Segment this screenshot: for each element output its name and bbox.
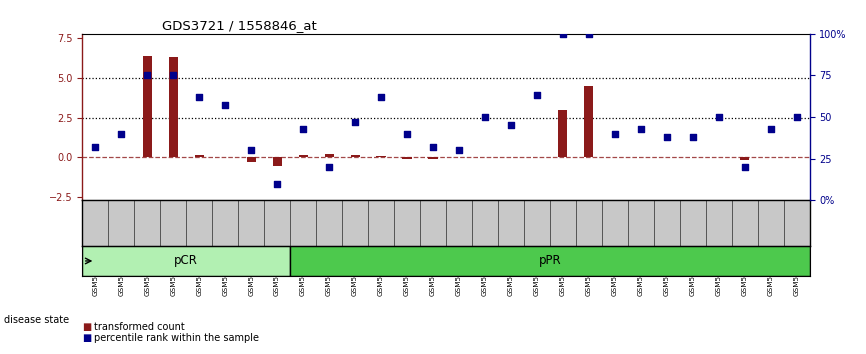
Bar <box>290 246 810 276</box>
Point <box>634 126 648 131</box>
Point <box>426 144 440 150</box>
Point <box>686 134 700 140</box>
Point <box>348 119 362 125</box>
Bar <box>351 155 359 158</box>
Bar <box>299 155 307 158</box>
Bar <box>377 155 385 158</box>
Bar <box>403 158 411 159</box>
Bar <box>91 157 100 158</box>
Point <box>738 164 752 170</box>
Point <box>218 103 232 108</box>
Bar <box>82 246 290 276</box>
Point <box>140 73 154 78</box>
Point <box>582 31 596 36</box>
Bar <box>143 56 152 158</box>
Point <box>660 134 674 140</box>
Text: ■: ■ <box>82 322 92 332</box>
Bar <box>792 157 801 158</box>
Bar <box>585 86 593 158</box>
Point <box>400 131 414 137</box>
Bar <box>637 157 645 158</box>
Point <box>166 73 180 78</box>
Text: transformed count: transformed count <box>94 322 184 332</box>
Bar <box>429 158 437 159</box>
Bar <box>533 157 541 158</box>
Point <box>478 114 492 120</box>
Point <box>452 148 466 153</box>
Point <box>192 94 206 100</box>
Bar <box>247 158 255 162</box>
Bar <box>195 155 204 158</box>
Text: ■: ■ <box>82 333 92 343</box>
Bar <box>221 157 229 158</box>
Point <box>608 131 622 137</box>
Bar <box>559 110 567 158</box>
Point <box>790 114 804 120</box>
Bar <box>740 158 749 160</box>
Bar <box>688 157 697 158</box>
Point <box>88 144 102 150</box>
Point <box>712 114 726 120</box>
Bar <box>611 157 619 158</box>
Point <box>764 126 778 131</box>
Bar <box>766 157 775 158</box>
Point <box>556 31 570 36</box>
Text: GDS3721 / 1558846_at: GDS3721 / 1558846_at <box>162 19 317 33</box>
Point <box>530 92 544 98</box>
Bar <box>714 157 723 158</box>
Point <box>270 181 284 187</box>
Bar <box>325 154 333 158</box>
Point <box>244 148 258 153</box>
Text: pCR: pCR <box>174 255 198 268</box>
Bar <box>455 157 463 158</box>
Bar <box>169 57 178 158</box>
Bar <box>662 157 671 158</box>
Text: pPR: pPR <box>539 255 561 268</box>
Point <box>322 164 336 170</box>
Point <box>374 94 388 100</box>
Point <box>296 126 310 131</box>
Point <box>504 122 518 128</box>
Text: disease state: disease state <box>4 315 69 325</box>
Point <box>114 131 128 137</box>
Bar <box>117 157 126 158</box>
Bar <box>273 158 281 166</box>
Bar <box>507 157 515 158</box>
Bar <box>481 157 489 158</box>
Text: percentile rank within the sample: percentile rank within the sample <box>94 333 259 343</box>
